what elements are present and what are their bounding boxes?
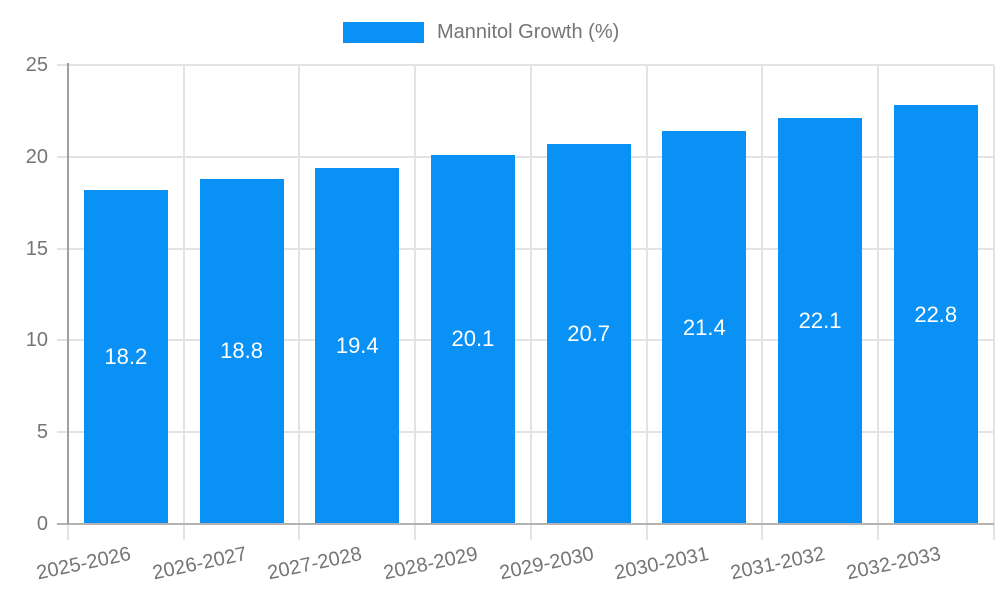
y-axis-line [67, 63, 69, 524]
bar-value-label: 20.7 [567, 320, 611, 346]
y-axis-tick-label: 20 [25, 145, 48, 168]
bar [430, 154, 515, 524]
y-axis-tick-label: 10 [25, 329, 48, 352]
bar-value-label: 22.8 [914, 301, 958, 327]
bar-value-label: 20.1 [451, 326, 495, 352]
bar [893, 105, 978, 524]
legend-color-swatch [343, 22, 424, 43]
grid-v-line [414, 65, 417, 540]
grid-h-line [57, 339, 994, 342]
grid-h-line [57, 155, 994, 158]
grid-h-line [57, 64, 994, 66]
bar-value-label: 22.1 [798, 308, 842, 334]
bar [199, 178, 284, 524]
legend-series-label: Mannitol Growth (%) [437, 21, 620, 43]
grid-v-line [182, 65, 185, 540]
bar [662, 131, 747, 524]
bar [546, 143, 631, 524]
y-axis-tick-label: 5 [36, 421, 48, 444]
bar-value-label: 19.4 [335, 332, 379, 358]
grid-v-line [298, 65, 301, 540]
y-axis-tick-label: 15 [25, 237, 48, 260]
grid-h-line [57, 247, 994, 250]
chart-legend: Mannitol Growth (%) [343, 21, 619, 44]
x-axis-baseline [57, 523, 994, 525]
grid-v-line [529, 65, 532, 540]
grid-h-line [57, 431, 994, 434]
bar-value-label: 21.4 [682, 314, 726, 340]
bar [315, 167, 400, 524]
bar [83, 189, 168, 524]
y-axis-tick-label: 0 [36, 513, 48, 535]
bar-value-label: 18.8 [220, 338, 263, 364]
grid-v-line [761, 65, 764, 540]
y-axis-tick-label: 25 [25, 54, 48, 76]
grid-v-line [876, 65, 879, 540]
bar-value-label: 18.2 [104, 343, 148, 369]
grid-v-line [645, 65, 648, 540]
grid-v-line [992, 65, 995, 540]
bar [778, 118, 863, 524]
